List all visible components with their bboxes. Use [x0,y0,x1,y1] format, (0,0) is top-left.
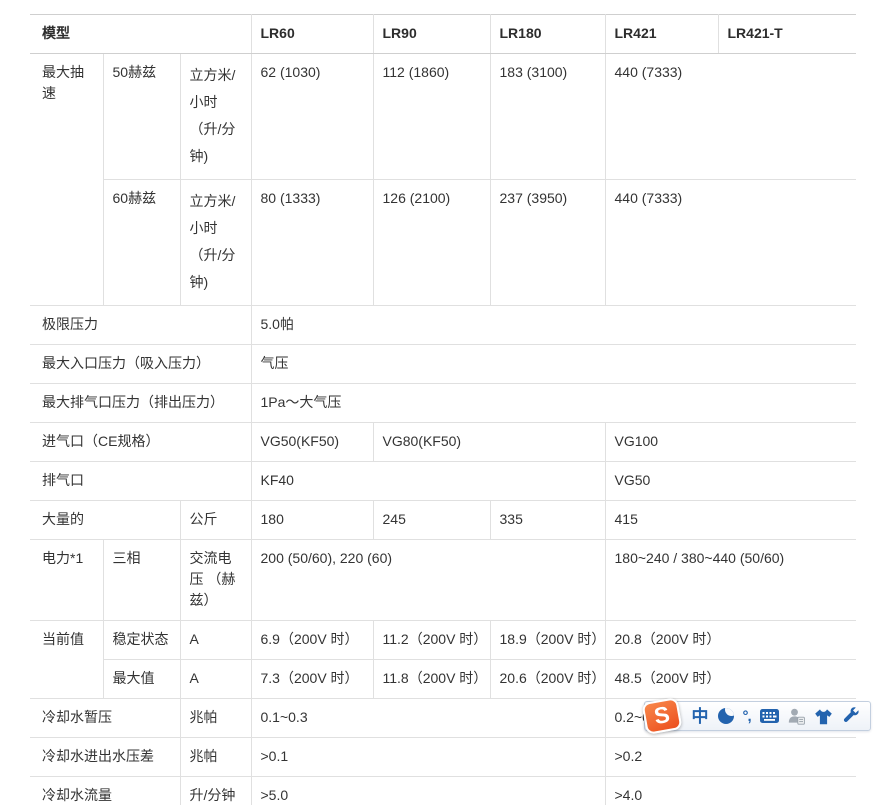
cell-60hz-lr421: 440 (7333) [604,179,856,306]
coolpress-lr421-value: 0.2~0 [614,709,650,725]
row-ultimate-pressure: 极限压力 5.0帕 [30,305,856,345]
header-model-label: 模型 [30,14,251,54]
row-cooling-water-pressure: 冷却水暂压 兆帕 0.1~0.3 0.2~0 S 中 °, [30,697,871,738]
cell-60hz-lr90: 126 (2100) [372,179,490,306]
row-max-speed-60hz: 60赫兹 立方米/小时 （升/分钟) 80 (1333) 126 (2100) … [30,179,856,306]
cell-ultimate-pressure-value: 5.0帕 [250,305,856,345]
cell-power-phase: 三相 [102,539,180,621]
cell-power-lr60-lr180: 200 (50/60), 220 (60) [250,539,605,621]
cell-coolpress-unit: 兆帕 [179,698,251,738]
cell-50hz-label: 50赫兹 [102,53,180,180]
cell-mass-lr60: 180 [250,500,373,540]
cell-power-label: 电力*1 [30,539,103,621]
cell-ultimate-pressure-label: 极限压力 [30,305,251,345]
cell-mass-unit: 公斤 [179,500,251,540]
cell-50hz-lr421: 440 (7333) [604,53,856,180]
cell-inlet-port-lr421: VG100 [604,422,856,462]
cell-cooldiff-unit: 兆帕 [179,737,251,777]
cell-steady-lr60: 6.9（200V 时） [250,620,373,660]
cell-coolpress-label: 冷却水暂压 [30,698,180,738]
cell-60hz-label: 60赫兹 [102,179,180,306]
cell-currentmax-unit: A [179,659,251,699]
row-cooling-water-flow: 冷却水流量 升/分钟 >5.0 >4.0 [30,776,856,805]
cell-coolflow-unit: 升/分钟 [179,776,251,805]
cell-60hz-unit: 立方米/小时 （升/分钟) [179,179,251,306]
cell-inlet-port-label: 进气口（CE规格） [30,422,251,462]
skin-tshirt-icon[interactable] [814,708,833,725]
punctuation-icon[interactable]: °, [742,707,752,725]
cell-60hz-lr180: 237 (3950) [489,179,605,306]
cell-coolpress-lr421: 0.2~0 S 中 °, [604,697,871,738]
cell-currentmax-label: 最大值 [102,659,180,699]
cell-power-unit: 交流电压 （赫兹） [179,539,251,621]
row-exhaust-port: 排气口 KF40 VG50 [30,461,856,501]
header-lr421: LR421 [604,14,718,54]
cell-mass-lr90: 245 [372,500,490,540]
header-lr60: LR60 [250,14,373,54]
cell-coolflow-lr421: >4.0 [604,776,856,805]
row-current-steady: 当前值 稳定状态 A 6.9（200V 时） 11.2（200V 时） 18.9… [30,620,856,699]
cell-max-exhaust-label: 最大排气口压力（排出压力） [30,383,251,423]
row-max-speed-50hz: 最大抽速 50赫兹 立方米/小时 （升/分钟) 62 (1030) 112 (1… [30,53,856,306]
row-current-max: 最大值 A 7.3（200V 时） 11.8（200V 时） 20.6（200V… [30,659,856,699]
cell-coolpress-lr60-lr180: 0.1~0.3 [250,698,605,738]
cell-exhaust-port-lr60-lr180: KF40 [250,461,605,501]
cell-steady-lr90: 11.2（200V 时） [372,620,490,660]
row-power: 电力*1 三相 交流电压 （赫兹） 200 (50/60), 220 (60) … [30,539,856,621]
cell-exhaust-port-label: 排气口 [30,461,251,501]
cell-steady-lr421: 20.8（200V 时） [604,620,856,660]
cell-currentmax-lr421: 48.5（200V 时） [604,659,856,699]
cell-inlet-port-lr90-lr180: VG80(KF50) [372,422,605,462]
row-cooling-water-diff: 冷却水进出水压差 兆帕 >0.1 >0.2 [30,737,856,777]
cell-mass-lr421: 415 [604,500,856,540]
cell-mass-lr180: 335 [489,500,605,540]
row-max-inlet-pressure: 最大入口压力（吸入压力） 气压 [30,344,856,384]
sogou-logo-icon[interactable]: S [640,697,683,735]
cell-max-inlet-value: 气压 [250,344,856,384]
header-lr90: LR90 [372,14,490,54]
header-lr421t: LR421-T [717,14,856,54]
cell-cooldiff-lr421: >0.2 [604,737,856,777]
cell-current-label: 当前值 [30,620,103,699]
cell-currentmax-lr180: 20.6（200V 时） [489,659,605,699]
cell-coolflow-label: 冷却水流量 [30,776,180,805]
header-lr180: LR180 [489,14,605,54]
row-max-exhaust-pressure: 最大排气口压力（排出压力） 1Pa～大气压 [30,383,856,423]
cell-50hz-unit: 立方米/小时 （升/分钟) [179,53,251,180]
cell-coolflow-lr60-lr180: >5.0 [250,776,605,805]
header-row: 模型 LR60 LR90 LR180 LR421 LR421-T [30,14,856,54]
cell-currentmax-lr90: 11.8（200V 时） [372,659,490,699]
row-mass: 大量的 公斤 180 245 335 415 [30,500,856,540]
cell-exhaust-port-lr421: VG50 [604,461,856,501]
soft-keyboard-icon[interactable] [759,709,779,723]
cell-steady-label: 稳定状态 [102,620,180,660]
cell-max-speed-label: 最大抽速 [30,53,103,306]
fullwidth-halfwidth-moon-icon[interactable] [717,708,734,724]
cell-50hz-lr90: 112 (1860) [372,53,490,180]
cell-60hz-lr60: 80 (1333) [250,179,373,306]
row-inlet-port: 进气口（CE规格） VG50(KF50) VG80(KF50) VG100 [30,422,856,462]
cell-steady-unit: A [179,620,251,660]
toolbox-wrench-icon[interactable] [842,707,860,725]
cell-cooldiff-lr60-lr180: >0.1 [250,737,605,777]
cell-steady-lr180: 18.9（200V 时） [489,620,605,660]
cell-currentmax-lr60: 7.3（200V 时） [250,659,373,699]
spec-table: 模型 LR60 LR90 LR180 LR421 LR421-T 最大抽速 50… [30,14,871,805]
cell-max-exhaust-value: 1Pa～大气压 [250,383,856,423]
cell-mass-label: 大量的 [30,500,180,540]
cell-50hz-lr180: 183 (3100) [489,53,605,180]
chinese-english-mode-icon[interactable]: 中 [691,706,709,726]
ime-toolbar[interactable]: S 中 °, [640,697,871,735]
cell-50hz-lr60: 62 (1030) [250,53,373,180]
cell-inlet-port-lr60: VG50(KF50) [250,422,373,462]
cell-max-inlet-label: 最大入口压力（吸入压力） [30,344,251,384]
account-icon[interactable] [788,708,805,725]
cell-power-lr421: 180~240 / 380~440 (50/60) [604,539,856,621]
cell-cooldiff-label: 冷却水进出水压差 [30,737,180,777]
